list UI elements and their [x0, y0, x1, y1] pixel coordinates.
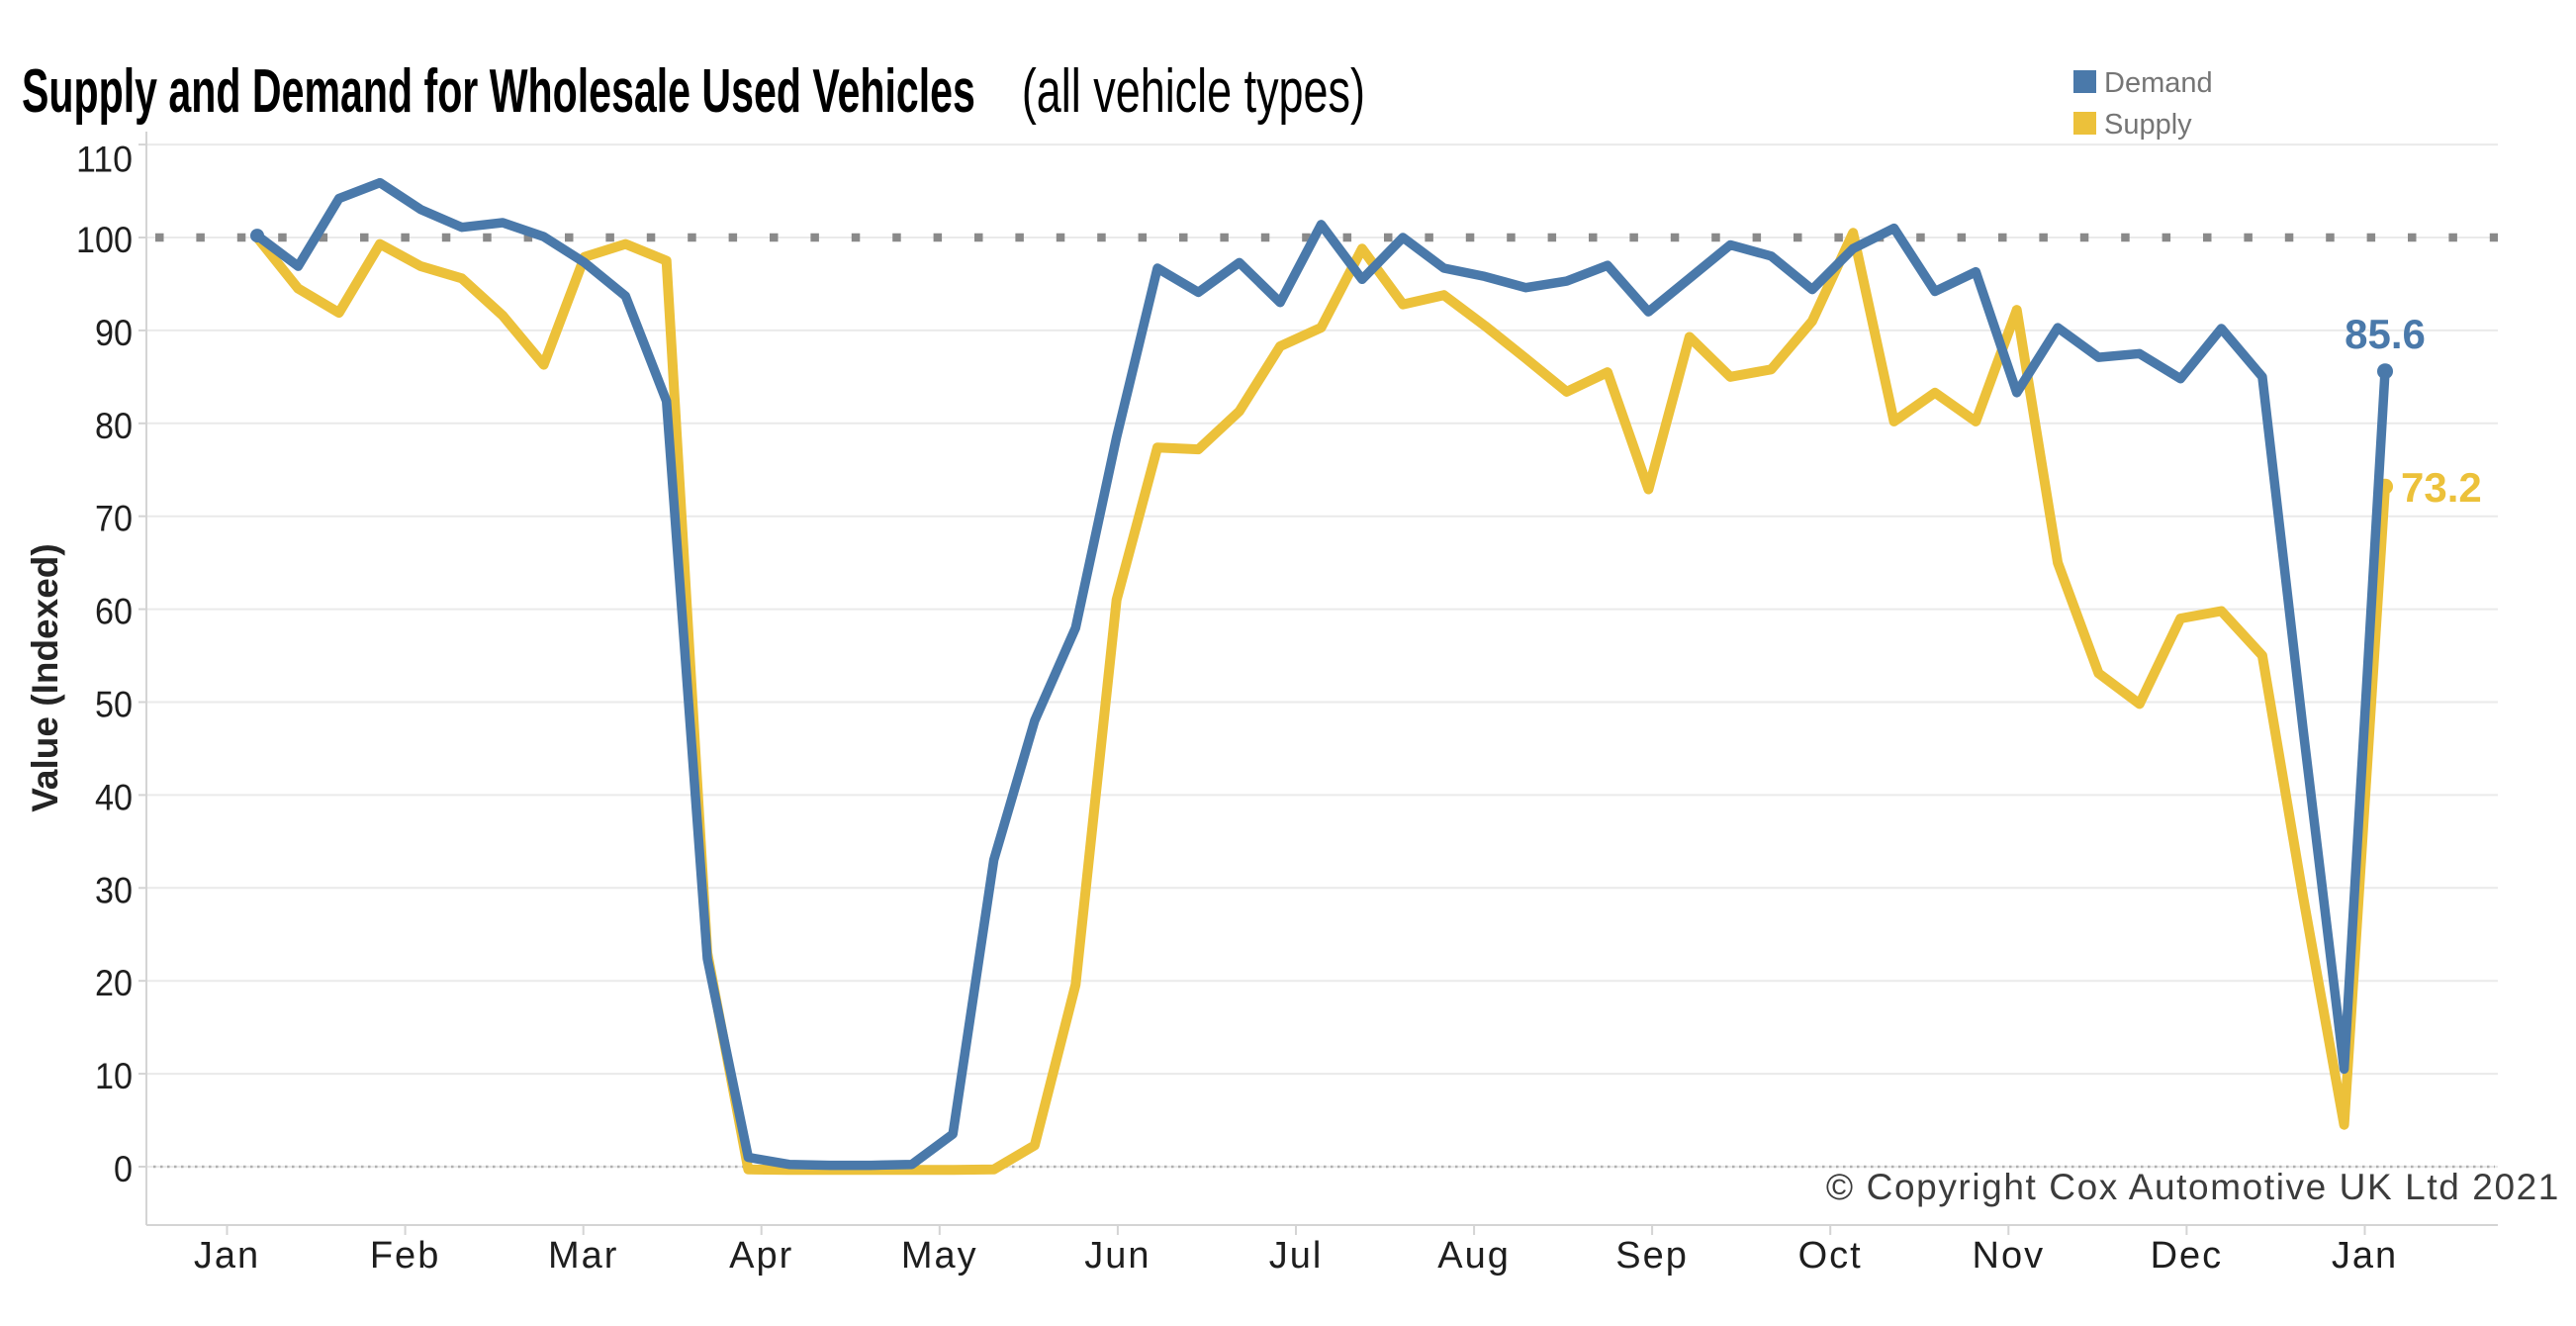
svg-text:73.2: 73.2: [2401, 464, 2482, 511]
svg-text:Jan: Jan: [2332, 1235, 2398, 1277]
svg-text:110: 110: [76, 140, 133, 180]
svg-text:50: 50: [95, 685, 133, 725]
svg-text:85.6: 85.6: [2345, 311, 2426, 357]
svg-text:30: 30: [95, 870, 133, 910]
svg-text:Dec: Dec: [2151, 1235, 2224, 1277]
svg-text:Jun: Jun: [1084, 1235, 1150, 1277]
svg-text:Nov: Nov: [1973, 1235, 2046, 1277]
svg-text:80: 80: [95, 406, 133, 446]
svg-text:Demand: Demand: [2104, 67, 2213, 99]
svg-text:100: 100: [76, 220, 133, 260]
svg-text:60: 60: [95, 592, 133, 632]
svg-text:Apr: Apr: [729, 1235, 793, 1277]
svg-text:Value (Indexed): Value (Indexed): [25, 543, 65, 811]
svg-text:20: 20: [95, 963, 133, 1003]
svg-text:Supply: Supply: [2104, 109, 2192, 141]
svg-text:Supply and Demand for Wholesal: Supply and Demand for Wholesale Used Veh…: [22, 58, 1365, 126]
svg-text:© Copyright Cox Automotive UK: © Copyright Cox Automotive UK Ltd 2021: [1826, 1167, 2560, 1207]
svg-text:70: 70: [95, 499, 133, 539]
svg-text:Sep: Sep: [1615, 1235, 1689, 1277]
svg-text:Aug: Aug: [1437, 1235, 1511, 1277]
svg-text:Jan: Jan: [194, 1235, 260, 1277]
svg-text:May: May: [901, 1235, 978, 1277]
svg-text:Feb: Feb: [370, 1235, 440, 1277]
svg-text:40: 40: [95, 777, 133, 817]
svg-text:10: 10: [95, 1056, 133, 1096]
svg-text:Mar: Mar: [548, 1235, 618, 1277]
svg-text:Oct: Oct: [1798, 1235, 1863, 1277]
svg-text:90: 90: [95, 313, 133, 353]
svg-text:Jul: Jul: [1269, 1235, 1324, 1277]
svg-text:0: 0: [114, 1149, 133, 1189]
